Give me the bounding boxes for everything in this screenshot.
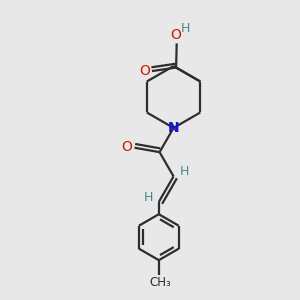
Text: O: O (121, 140, 132, 154)
Text: O: O (139, 64, 150, 78)
Text: H: H (144, 191, 153, 204)
Text: N: N (168, 121, 179, 135)
Text: CH₃: CH₃ (149, 276, 171, 289)
Text: H: H (180, 165, 189, 178)
Text: H: H (180, 22, 190, 35)
Text: O: O (171, 28, 182, 42)
